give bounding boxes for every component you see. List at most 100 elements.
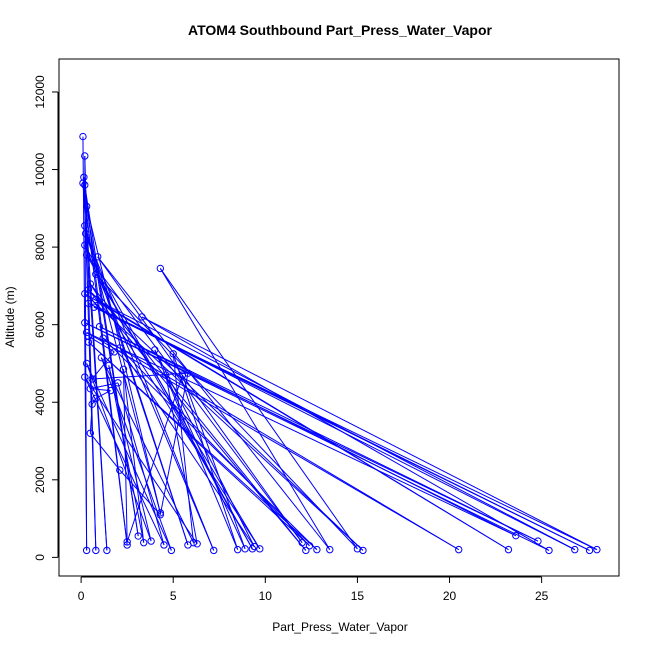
series-segment xyxy=(99,326,539,542)
data-point xyxy=(82,359,91,368)
data-point xyxy=(248,545,257,553)
series-segment xyxy=(141,316,550,551)
data-point xyxy=(250,542,258,551)
series-segment xyxy=(122,369,145,543)
series-segment xyxy=(154,349,239,550)
series-segment xyxy=(102,337,459,551)
data-point xyxy=(82,229,90,238)
data-point xyxy=(116,466,124,474)
data-point xyxy=(162,371,170,379)
data-point xyxy=(571,545,579,554)
data-point xyxy=(95,322,104,331)
series-segment xyxy=(141,316,598,551)
series-segment xyxy=(86,363,172,551)
data-point xyxy=(313,545,321,554)
data-point xyxy=(140,538,148,547)
data-point xyxy=(84,338,93,346)
data-point xyxy=(156,509,165,517)
data-point xyxy=(82,251,91,259)
data-point xyxy=(156,264,165,273)
data-point xyxy=(302,546,310,555)
data-point xyxy=(455,545,463,554)
series-segment xyxy=(88,341,310,547)
data-point xyxy=(241,545,249,553)
x-tick-label: 15 xyxy=(351,589,365,603)
series-segment xyxy=(89,432,121,471)
series-segment xyxy=(84,376,165,546)
data-point xyxy=(585,546,594,555)
data-point xyxy=(193,540,201,548)
series-segment xyxy=(159,373,189,515)
data-point xyxy=(504,545,513,554)
x-tick-label: 0 xyxy=(78,589,85,603)
data-point xyxy=(106,386,115,395)
data-point xyxy=(138,313,146,321)
x-tick-label: 20 xyxy=(443,589,457,603)
data-point xyxy=(81,319,89,327)
series-segment xyxy=(181,374,246,550)
data-point xyxy=(169,350,177,358)
y-tick-label: 12000 xyxy=(33,75,47,109)
series-segment xyxy=(165,375,198,544)
data-point xyxy=(593,545,601,554)
y-tick-label: 0 xyxy=(33,554,47,561)
series-segment xyxy=(86,254,253,550)
data-point xyxy=(167,546,176,555)
data-point xyxy=(359,546,367,555)
y-axis-label: Altitude (m) xyxy=(3,286,17,347)
data-point xyxy=(92,394,100,403)
data-point xyxy=(81,152,89,160)
data-point xyxy=(114,379,122,387)
data-point xyxy=(116,344,124,352)
data-point xyxy=(88,375,96,383)
x-tick-label: 25 xyxy=(535,589,549,603)
data-point xyxy=(123,538,131,546)
data-point xyxy=(134,532,142,540)
data-point xyxy=(326,545,334,554)
series-segment xyxy=(84,293,364,551)
data-point xyxy=(305,542,314,550)
data-point xyxy=(103,546,111,555)
data-point xyxy=(92,295,100,304)
series-segment xyxy=(119,469,161,516)
data-point xyxy=(79,132,87,141)
data-point xyxy=(86,429,95,437)
series-segment xyxy=(95,390,111,399)
x-tick-label: 5 xyxy=(170,589,177,603)
series-segment xyxy=(108,365,152,542)
y-axis: 0 2000 4000 6000 8000 10000 12000 xyxy=(33,75,59,561)
data-point xyxy=(545,546,553,555)
series-segment xyxy=(93,306,598,551)
series-segment xyxy=(117,382,165,546)
series-segment xyxy=(82,183,108,551)
data-point xyxy=(81,241,89,249)
series-segment xyxy=(102,337,318,550)
series-segment xyxy=(159,268,331,550)
data-point xyxy=(84,299,93,308)
data-point xyxy=(92,270,100,278)
data-point xyxy=(99,334,107,342)
x-axis-label: Part_Press_Water_Vapor xyxy=(272,620,407,634)
data-point xyxy=(123,541,131,549)
series-segment xyxy=(93,306,590,551)
data-point xyxy=(92,546,100,555)
series-segment xyxy=(90,382,119,390)
series-segment xyxy=(122,369,128,542)
data-point xyxy=(81,373,89,381)
chart-title: ATOM4 Southbound Part_Press_Water_Vapor xyxy=(188,22,492,38)
data-point xyxy=(84,332,93,341)
y-tick-label: 6000 xyxy=(33,311,47,338)
series-segment xyxy=(86,332,459,551)
data-point xyxy=(86,384,95,393)
series-segment xyxy=(165,374,246,550)
data-point xyxy=(79,179,87,187)
data-point xyxy=(81,222,89,230)
series-segment xyxy=(88,289,364,551)
series-segment xyxy=(89,283,261,550)
y-tick-label: 2000 xyxy=(33,466,47,493)
series-0 xyxy=(79,132,601,555)
data-point xyxy=(534,537,542,545)
data-point xyxy=(210,546,218,555)
data-point xyxy=(97,353,106,362)
